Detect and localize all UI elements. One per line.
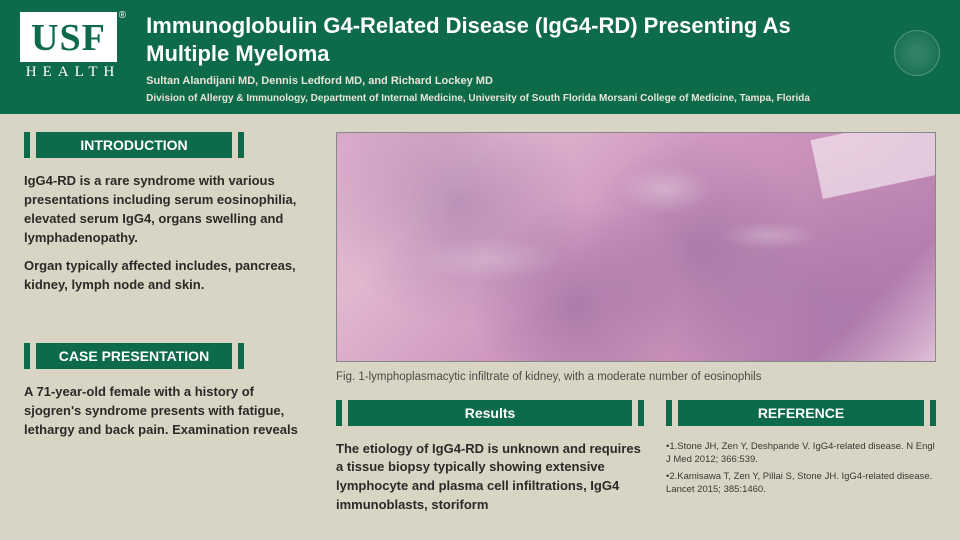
results-block: Results The etiology of IgG4-RD is unkno… <box>336 400 644 525</box>
poster-authors: Sultan Alandijani MD, Dennis Ledford MD,… <box>146 75 874 87</box>
reference-heading: REFERENCE <box>666 400 936 426</box>
histology-figure <box>336 132 936 362</box>
logo-top-text: USF <box>31 19 106 57</box>
poster-title: Immunoglobulin G4-Related Disease (IgG4-… <box>146 12 874 67</box>
reference-list: •1.Stone JH, Zen Y, Deshpande V. IgG4-re… <box>666 440 936 497</box>
results-p1: The etiology of IgG4-RD is unknown and r… <box>336 440 644 515</box>
poster-body: INTRODUCTION IgG4-RD is a rare syndrome … <box>0 114 960 525</box>
intro-p2: Organ typically affected includes, pancr… <box>24 257 314 295</box>
poster-affiliation: Division of Allergy & Immunology, Depart… <box>146 93 874 104</box>
logo-bottom-text: HEALTH <box>26 64 121 81</box>
ref-1: •1.Stone JH, Zen Y, Deshpande V. IgG4-re… <box>666 440 936 467</box>
figure-caption: Fig. 1-lymphoplasmacytic infiltrate of k… <box>336 370 936 386</box>
university-seal-icon <box>894 30 940 76</box>
results-text: The etiology of IgG4-RD is unknown and r… <box>336 440 644 515</box>
header-text-block: Immunoglobulin G4-Related Disease (IgG4-… <box>146 12 874 104</box>
introduction-text: IgG4-RD is a rare syndrome with various … <box>24 172 314 305</box>
middle-column: Fig. 1-lymphoplasmacytic infiltrate of k… <box>336 132 936 525</box>
case-heading: CASE PRESENTATION <box>24 343 244 369</box>
left-column: INTRODUCTION IgG4-RD is a rare syndrome … <box>24 132 314 525</box>
case-text: A 71-year-old female with a history of s… <box>24 383 314 450</box>
intro-p1: IgG4-RD is a rare syndrome with various … <box>24 172 314 247</box>
reference-block: REFERENCE •1.Stone JH, Zen Y, Deshpande … <box>666 400 936 525</box>
logo-box: USF <box>20 12 117 62</box>
poster-header: USF ® HEALTH Immunoglobulin G4-Related D… <box>0 0 960 114</box>
results-heading: Results <box>336 400 644 426</box>
registered-mark: ® <box>119 10 126 21</box>
usf-logo: USF ® HEALTH <box>20 12 126 81</box>
introduction-heading: INTRODUCTION <box>24 132 244 158</box>
case-p1: A 71-year-old female with a history of s… <box>24 383 314 440</box>
ref-2: •2.Kamisawa T, Zen Y, Pillai S, Stone JH… <box>666 470 936 497</box>
